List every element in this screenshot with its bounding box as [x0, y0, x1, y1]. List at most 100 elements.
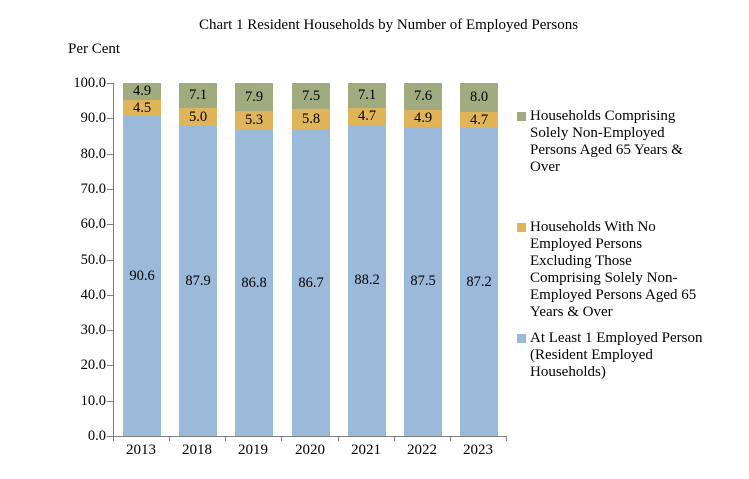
bar-value-label: 87.2: [466, 273, 492, 290]
y-tick-label: 80.0: [80, 145, 106, 162]
y-tick-mark: [107, 294, 113, 296]
legend-label: At Least 1 Employed Person (Resident Empl…: [530, 330, 725, 381]
bar-segment: 87.2: [460, 128, 498, 436]
bar-value-label: 7.6: [413, 88, 433, 105]
x-category-label: 2022: [407, 442, 437, 458]
y-tick-mark: [107, 436, 113, 437]
bar-segment: 7.5: [292, 83, 330, 110]
legend-label-line: Over: [530, 159, 560, 175]
y-tick-mark: [107, 188, 113, 190]
x-tick-mark: [225, 436, 226, 441]
x-category-label: 2018: [182, 442, 212, 458]
bar-value-label: 7.1: [357, 87, 377, 104]
x-tick-mark: [394, 436, 395, 441]
y-tick-label: 20.0: [80, 357, 106, 374]
legend-label: Households With No Employed Persons Exclud…: [530, 219, 725, 321]
x-tick-mark: [450, 436, 451, 441]
x-category-label: 2023: [463, 442, 493, 458]
legend-label-line: Excluding Those: [530, 253, 632, 269]
bar-value-label: 4.7: [469, 111, 489, 128]
y-axis-label: Per Cent: [68, 41, 121, 57]
y-tick-mark: [107, 83, 113, 84]
bar-group: 4.9 4.5 90.6: [123, 83, 161, 436]
plot-area: 4.9 4.5 90.6 7.1 5.0 87.9 7.9 5.3 86.8 7.5 5.8 86.7…: [113, 83, 507, 437]
bar-value-label: 4.7: [357, 108, 377, 125]
legend-swatch-icon: [517, 112, 526, 121]
bar-segment: 7.1: [179, 83, 217, 109]
bar-group: 7.6 4.9 87.5: [404, 83, 442, 436]
y-tick-label: 90.0: [80, 110, 106, 127]
bar-value-label: 87.5: [410, 273, 436, 290]
bar-segment: 88.2: [348, 124, 386, 436]
legend-swatch-icon: [517, 334, 526, 343]
legend-label-line: Households With No: [530, 219, 656, 235]
legend-label-line: Solely Non-Employed: [530, 125, 665, 141]
bar-segment: 87.5: [404, 127, 442, 436]
y-tick-mark: [107, 259, 113, 261]
bar-group: 7.9 5.3 86.8: [235, 83, 273, 436]
bar-segment: 86.7: [292, 129, 330, 436]
bar-segment: 5.3: [235, 110, 273, 130]
y-tick-label: 0.0: [87, 428, 106, 444]
legend-label-line: At Least 1 Employed Person: [530, 330, 703, 346]
y-tick-mark: [107, 224, 113, 226]
legend-label: Households Comprising Solely Non-Employed…: [530, 108, 725, 176]
bar-value-label: 5.3: [244, 112, 264, 128]
bar-value-label: 5.0: [188, 108, 208, 125]
bar-segment: 5.8: [292, 109, 330, 130]
bar-value-label: 7.5: [301, 88, 321, 104]
y-tick-mark: [107, 153, 113, 155]
chart-title: Chart 1 Resident Households by Number of…: [198, 17, 579, 33]
bar-segment: 7.1: [348, 83, 386, 109]
legend-label-line: Years & Over: [530, 304, 613, 320]
bar-segment: 87.9: [179, 125, 217, 436]
y-tick-label: 10.0: [80, 392, 106, 409]
bar-value-label: 4.9: [132, 83, 152, 100]
y-tick-label: 30.0: [80, 322, 106, 339]
y-tick-label: 40.0: [80, 286, 106, 303]
bar-value-label: 90.6: [129, 267, 155, 284]
legend-label-line: Persons Aged 65 Years &: [530, 142, 683, 158]
x-category-label: 2020: [295, 442, 325, 458]
legend-label-line: Employed Persons Aged 65: [530, 287, 697, 303]
bar-segment: 90.6: [123, 116, 161, 436]
x-tick-mark: [338, 436, 339, 441]
x-category-label: 2013: [126, 442, 156, 458]
x-tick-mark: [281, 436, 282, 441]
y-tick-label: 50.0: [80, 251, 106, 268]
x-tick-mark: [506, 436, 507, 441]
x-tick-mark: [113, 436, 114, 441]
bar-segment: 4.7: [348, 108, 386, 125]
legend-label-line: (Resident Employed: [530, 347, 653, 363]
bar-value-label: 5.8: [301, 111, 321, 128]
bar-value-label: 88.2: [354, 272, 380, 289]
bar-group: 7.5 5.8 86.7: [292, 83, 330, 436]
bar-value-label: 7.9: [244, 88, 264, 105]
bar-value-label: 4.9: [413, 110, 433, 127]
legend-label-line: Comprising Solely Non-: [530, 270, 678, 286]
y-tick-label: 100.0: [73, 75, 106, 91]
bar-segment: 4.9: [404, 109, 442, 128]
bar-segment: 4.9: [123, 83, 161, 101]
legend-swatch-icon: [517, 223, 526, 232]
bar-segment: 8.0: [460, 83, 498, 112]
y-tick-mark: [107, 118, 113, 120]
y-tick-mark: [107, 330, 113, 332]
bar-group: 7.1 5.0 87.9: [179, 83, 217, 436]
y-tick-label: 60.0: [80, 216, 106, 233]
legend-label-line: Employed Persons: [530, 236, 643, 252]
y-tick-mark: [107, 365, 113, 367]
bar-segment: 4.7: [460, 111, 498, 129]
bar-value-label: 86.8: [241, 274, 267, 291]
bar-group: 7.1 4.7 88.2: [348, 83, 386, 436]
bar-segment: 7.6: [404, 83, 442, 110]
y-tick-label: 70.0: [80, 180, 106, 197]
bar-value-label: 8.0: [469, 89, 489, 106]
x-category-label: 2019: [238, 442, 268, 458]
bar-value-label: 86.7: [298, 274, 324, 291]
bar-segment: 86.8: [235, 129, 273, 436]
bar-segment: 5.0: [179, 108, 217, 126]
bar-segment: 7.9: [235, 83, 273, 111]
bar-value-label: 87.9: [185, 272, 211, 289]
